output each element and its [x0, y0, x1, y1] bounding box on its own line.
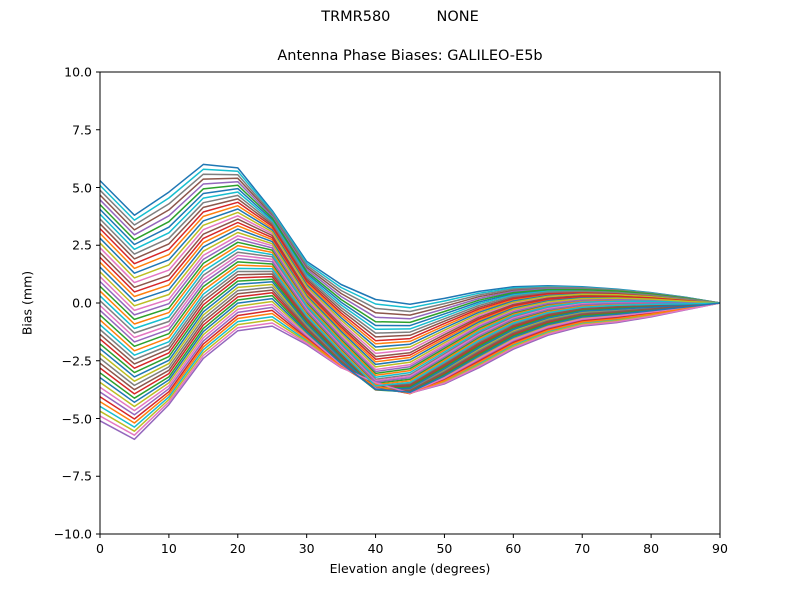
x-axis-label: Elevation angle (degrees) — [329, 561, 491, 576]
x-tick-label: 10 — [160, 541, 177, 556]
data-line — [99, 270, 721, 388]
y-tick-label: 0.0 — [72, 295, 92, 311]
data-line — [99, 302, 721, 436]
x-tick-label: 20 — [229, 541, 246, 556]
line-series-group — [99, 163, 721, 441]
data-line — [99, 275, 721, 389]
data-line — [99, 273, 721, 389]
data-line — [99, 184, 721, 324]
figure-suptitle: TRMR580 NONE — [321, 9, 479, 25]
chart-title: Antenna Phase Biases: GALILEO-E5b — [277, 48, 543, 64]
data-line — [99, 194, 721, 334]
data-line — [99, 280, 721, 391]
x-tick-label: 80 — [643, 541, 660, 556]
x-tick-label: 40 — [367, 541, 384, 556]
x-tick-label: 30 — [298, 541, 315, 556]
data-line — [99, 173, 721, 313]
data-line — [99, 231, 721, 368]
y-tick-label: 5.0 — [72, 180, 92, 195]
y-tick-label: −10.0 — [53, 526, 92, 542]
x-tick-label: 0 — [96, 541, 104, 556]
y-tick-label: 7.5 — [72, 122, 92, 138]
data-line — [99, 201, 721, 342]
y-tick-label: −5.0 — [61, 411, 92, 426]
data-line — [99, 168, 721, 309]
data-line — [99, 221, 721, 360]
data-line — [99, 211, 721, 351]
data-line — [99, 267, 721, 387]
x-tick-label: 70 — [574, 541, 591, 556]
axis-ticks — [96, 71, 721, 538]
y-tick-label: −2.5 — [61, 353, 92, 369]
y-axis-label: Bias (mm) — [19, 270, 35, 336]
y-tick-label: −7.5 — [61, 468, 92, 484]
data-line — [99, 289, 721, 392]
data-line — [99, 248, 721, 379]
x-tick-label: 60 — [505, 541, 522, 556]
data-line — [99, 238, 721, 373]
data-line — [99, 257, 721, 383]
x-tick-label: 50 — [436, 541, 453, 556]
x-tick-label: 90 — [712, 541, 728, 556]
y-tick-label: 2.5 — [72, 237, 92, 253]
data-line — [99, 163, 721, 305]
data-line — [99, 297, 721, 404]
y-tick-label: 10.0 — [64, 64, 92, 80]
